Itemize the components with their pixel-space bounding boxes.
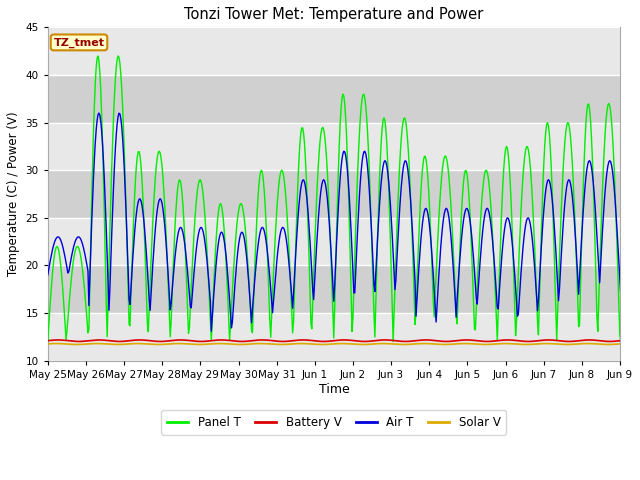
Y-axis label: Temperature (C) / Power (V): Temperature (C) / Power (V) bbox=[7, 112, 20, 276]
Bar bbox=[48, 265, 620, 313]
Text: TZ_tmet: TZ_tmet bbox=[54, 37, 104, 48]
X-axis label: Time: Time bbox=[319, 383, 349, 396]
Bar bbox=[48, 122, 620, 170]
Bar bbox=[48, 27, 620, 75]
Bar bbox=[48, 218, 620, 265]
Bar bbox=[48, 313, 620, 360]
Legend: Panel T, Battery V, Air T, Solar V: Panel T, Battery V, Air T, Solar V bbox=[161, 410, 506, 435]
Bar bbox=[48, 75, 620, 122]
Bar bbox=[48, 170, 620, 218]
Title: Tonzi Tower Met: Temperature and Power: Tonzi Tower Met: Temperature and Power bbox=[184, 7, 483, 22]
